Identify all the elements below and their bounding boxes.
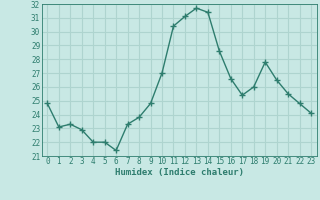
X-axis label: Humidex (Indice chaleur): Humidex (Indice chaleur) <box>115 168 244 177</box>
